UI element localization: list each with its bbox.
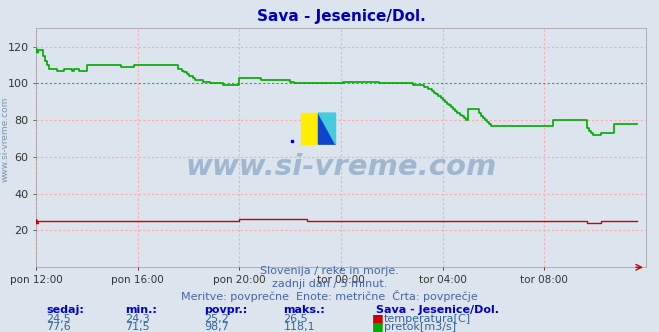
Text: pretok[m3/s]: pretok[m3/s] xyxy=(384,322,455,332)
Text: temperatura[C]: temperatura[C] xyxy=(384,314,471,324)
Text: ■: ■ xyxy=(372,312,384,325)
Text: 71,5: 71,5 xyxy=(125,322,150,332)
Polygon shape xyxy=(318,113,335,144)
Text: 24,3: 24,3 xyxy=(125,314,150,324)
Text: 77,6: 77,6 xyxy=(46,322,71,332)
Text: ■: ■ xyxy=(372,320,384,332)
Polygon shape xyxy=(318,113,335,144)
Text: Slovenija / reke in morje.: Slovenija / reke in morje. xyxy=(260,266,399,276)
Text: 26,5: 26,5 xyxy=(283,314,308,324)
Text: zadnji dan / 5 minut.: zadnji dan / 5 minut. xyxy=(272,279,387,289)
Text: Meritve: povprečne  Enote: metrične  Črta: povprečje: Meritve: povprečne Enote: metrične Črta:… xyxy=(181,290,478,302)
Text: www.si-vreme.com: www.si-vreme.com xyxy=(1,97,10,182)
Text: 98,7: 98,7 xyxy=(204,322,229,332)
Text: 24,5: 24,5 xyxy=(46,314,71,324)
Text: min.:: min.: xyxy=(125,305,157,315)
Bar xyxy=(301,113,318,144)
Text: povpr.:: povpr.: xyxy=(204,305,248,315)
Text: Sava - Jesenice/Dol.: Sava - Jesenice/Dol. xyxy=(376,305,499,315)
Text: www.si-vreme.com: www.si-vreme.com xyxy=(185,153,497,181)
Text: sedaj:: sedaj: xyxy=(46,305,84,315)
Text: 118,1: 118,1 xyxy=(283,322,315,332)
Title: Sava - Jesenice/Dol.: Sava - Jesenice/Dol. xyxy=(256,9,426,24)
Text: 25,2: 25,2 xyxy=(204,314,229,324)
Text: maks.:: maks.: xyxy=(283,305,325,315)
